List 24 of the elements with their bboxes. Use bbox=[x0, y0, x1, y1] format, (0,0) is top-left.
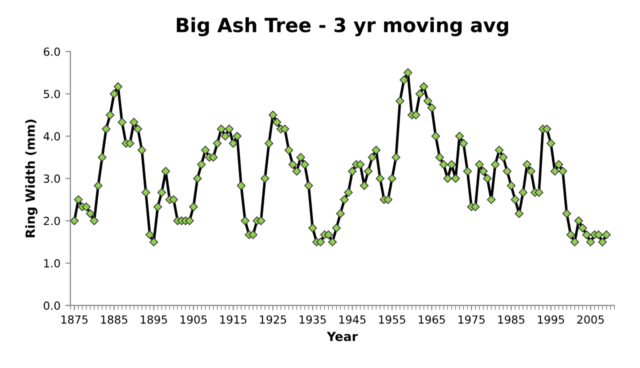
y-tick-label: 1.0 bbox=[44, 259, 60, 268]
y-tick-label: 0.0 bbox=[44, 301, 60, 310]
x-tick-label: 1995 bbox=[538, 315, 564, 324]
x-tick-label: 1945 bbox=[339, 315, 366, 324]
y-tick-label: 3.0 bbox=[44, 174, 60, 183]
x-tick-label: 1895 bbox=[140, 315, 167, 324]
x-tick-label: 1935 bbox=[300, 315, 326, 324]
x-tick-label: 1985 bbox=[498, 315, 524, 324]
x-tick-label: 1885 bbox=[101, 315, 128, 324]
x-tick-label: 1955 bbox=[379, 315, 406, 324]
x-tick-label: 1925 bbox=[260, 315, 286, 324]
y-axis-title: Ring Width (mm) bbox=[25, 120, 38, 238]
y-tick-label: 5.0 bbox=[44, 90, 60, 98]
x-tick-label: 2005 bbox=[577, 315, 604, 324]
x-tick-label: 1975 bbox=[458, 315, 485, 324]
y-tick-label: 4.0 bbox=[44, 132, 60, 141]
y-tick-label: 2.0 bbox=[44, 216, 60, 226]
x-tick-label: 1965 bbox=[418, 315, 445, 324]
y-tick-label: 6.0 bbox=[44, 47, 60, 56]
x-tick-label: 1915 bbox=[220, 315, 246, 324]
chart-title: Big Ash Tree - 3 yr moving avg bbox=[176, 17, 508, 36]
x-axis-title: Year bbox=[326, 332, 358, 342]
x-tick-label: 1875 bbox=[61, 315, 88, 324]
x-tick-label: 1905 bbox=[180, 315, 207, 324]
